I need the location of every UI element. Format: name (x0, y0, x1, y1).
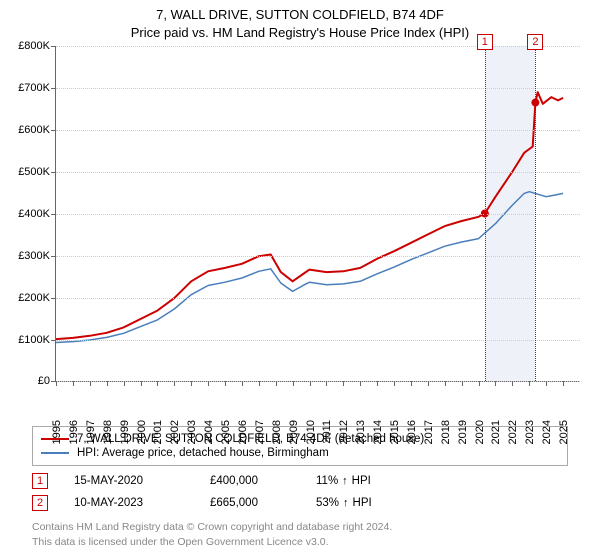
x-tick-label: 1999 (115, 420, 131, 444)
arrow-up-icon: ↑ (342, 475, 348, 487)
x-tick-label: 2025 (554, 420, 570, 444)
legend-swatch (41, 452, 69, 454)
sale-marker-box: 2 (527, 34, 543, 50)
sale-price: £665,000 (210, 497, 290, 509)
y-tick (51, 340, 56, 341)
sale-row-marker: 1 (32, 473, 48, 489)
sale-marker-line (535, 46, 536, 381)
sale-row-marker: 2 (32, 495, 48, 511)
sale-price: £400,000 (210, 475, 290, 487)
title-line-1: 7, WALL DRIVE, SUTTON COLDFIELD, B74 4DF (0, 6, 600, 24)
chart-plot-area: £0£100K£200K£300K£400K£500K£600K£700K£80… (55, 46, 580, 382)
sale-pct-vs-hpi: 53% ↑ HPI (316, 497, 372, 509)
title-line-2: Price paid vs. HM Land Registry's House … (0, 24, 600, 42)
x-tick-label: 1995 (47, 420, 63, 444)
x-tick-label: 2007 (250, 420, 266, 444)
gridline (56, 340, 580, 341)
gridline (56, 214, 580, 215)
x-tick-label: 2011 (317, 420, 333, 444)
sale-row: 2 10-MAY-2023 £665,000 53% ↑ HPI (32, 492, 568, 514)
x-tick-label: 1998 (98, 420, 114, 444)
y-tick (51, 46, 56, 47)
x-tick-label: 2001 (148, 420, 164, 444)
gridline (56, 256, 580, 257)
x-tick-label: 2012 (334, 420, 350, 444)
gridline (56, 298, 580, 299)
x-tick-label: 2018 (436, 420, 452, 444)
x-tick-label: 2009 (284, 420, 300, 444)
y-tick (51, 298, 56, 299)
x-tick-label: 2013 (351, 420, 367, 444)
x-tick-label: 2014 (368, 420, 384, 444)
arrow-up-icon: ↑ (343, 497, 349, 509)
x-tick-label: 2020 (470, 420, 486, 444)
sale-row: 1 15-MAY-2020 £400,000 11% ↑ HPI (32, 470, 568, 492)
x-tick-label: 2000 (132, 420, 148, 444)
y-tick (51, 88, 56, 89)
x-tick-label: 2002 (165, 420, 181, 444)
x-tick-label: 2017 (419, 420, 435, 444)
sale-pct-value: 53% (316, 497, 339, 509)
x-tick-label: 2022 (503, 420, 519, 444)
x-tick-label: 2005 (216, 420, 232, 444)
y-tick (51, 256, 56, 257)
title-block: 7, WALL DRIVE, SUTTON COLDFIELD, B74 4DF… (0, 0, 600, 46)
y-tick (51, 172, 56, 173)
sales-table: 115-MAY-2020£400,00011%↑HPI210-MAY-2023£… (32, 470, 568, 514)
x-tick-label: 2006 (233, 420, 249, 444)
sale-marker-line (485, 46, 486, 381)
gridline (56, 46, 580, 47)
sale-vs-label: HPI (352, 475, 371, 487)
gridline (56, 130, 580, 131)
x-tick-label: 2021 (486, 420, 502, 444)
gridline (56, 88, 580, 89)
y-tick (51, 130, 56, 131)
legend-label: HPI: Average price, detached house, Birm… (77, 447, 329, 459)
sale-date: 10-MAY-2023 (74, 497, 184, 509)
x-tick-label: 2023 (520, 420, 536, 444)
sale-vs-label: HPI (353, 497, 372, 509)
legend-row: HPI: Average price, detached house, Birm… (41, 446, 559, 460)
sale-pct-value: 11% (316, 475, 338, 487)
x-tick-label: 2015 (385, 420, 401, 444)
x-tick-label: 2019 (453, 420, 469, 444)
x-tick-label: 2004 (199, 420, 215, 444)
x-tick-label: 2016 (402, 420, 418, 444)
sale-date: 15-MAY-2020 (74, 475, 184, 487)
chart-container: 7, WALL DRIVE, SUTTON COLDFIELD, B74 4DF… (0, 0, 600, 560)
x-tick-label: 2008 (267, 420, 283, 444)
x-tick-label: 2024 (537, 420, 553, 444)
y-tick (51, 214, 56, 215)
x-axis-labels: 1995199619971998199920002001200220032004… (55, 382, 580, 420)
x-tick-label: 2010 (301, 420, 317, 444)
x-tick-label: 2003 (182, 420, 198, 444)
footer-line-1: Contains HM Land Registry data © Crown c… (32, 520, 568, 534)
x-tick-label: 1996 (64, 420, 80, 444)
sale-marker-box: 1 (477, 34, 493, 50)
gridline (56, 172, 580, 173)
x-tick-label: 1997 (81, 420, 97, 444)
footer-line-2: This data is licensed under the Open Gov… (32, 535, 568, 549)
sale-pct-vs-hpi: 11% ↑ HPI (316, 475, 371, 487)
footer-attribution: Contains HM Land Registry data © Crown c… (32, 520, 568, 548)
